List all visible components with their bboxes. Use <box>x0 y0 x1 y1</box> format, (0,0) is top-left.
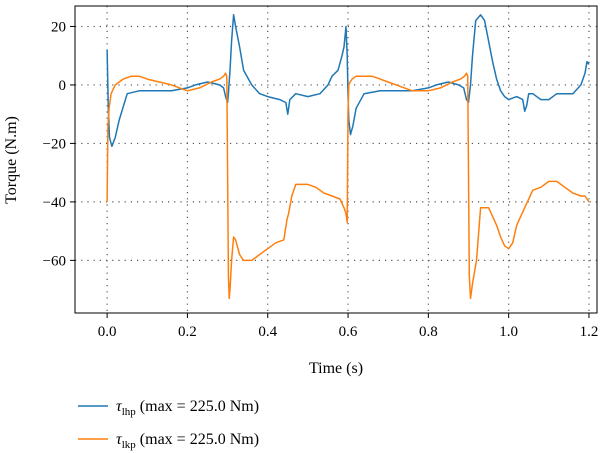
x-tick-label: 0.6 <box>339 324 358 340</box>
plot-area-frame <box>74 5 598 314</box>
y-tick-label: −60 <box>43 253 66 269</box>
legend-entry-lhp: τlhp (max = 225.0 Nm) <box>116 398 259 418</box>
y-tick-label: 20 <box>51 19 66 35</box>
grid-lines <box>75 6 597 313</box>
axis-ticks: 0.0 0.2 0.4 0.6 0.8 1.0 1.2 20 0 −20 −40 −60 <box>43 19 599 340</box>
x-tick-label: 0.2 <box>178 324 197 340</box>
y-tick-label: −20 <box>43 136 66 152</box>
x-tick-label: 0.0 <box>98 324 117 340</box>
x-tick-label: 0.8 <box>419 324 438 340</box>
x-axis-label: Time (s) <box>309 360 363 377</box>
y-tick-label: 0 <box>59 78 67 94</box>
legend: τlhp (max = 225.0 Nm) τlkp (max = 225.0 N… <box>78 398 259 451</box>
y-tick-label: −40 <box>43 195 66 211</box>
x-tick-label: 1.2 <box>580 324 599 340</box>
x-tick-label: 1.0 <box>499 324 518 340</box>
legend-entry-lkp: τlkp (max = 225.0 Nm) <box>116 431 259 451</box>
series-lines <box>106 14 590 300</box>
series-line-lkp <box>106 72 590 300</box>
x-tick-label: 0.4 <box>258 324 277 340</box>
y-axis-label: Torque (N.m) <box>3 116 20 204</box>
